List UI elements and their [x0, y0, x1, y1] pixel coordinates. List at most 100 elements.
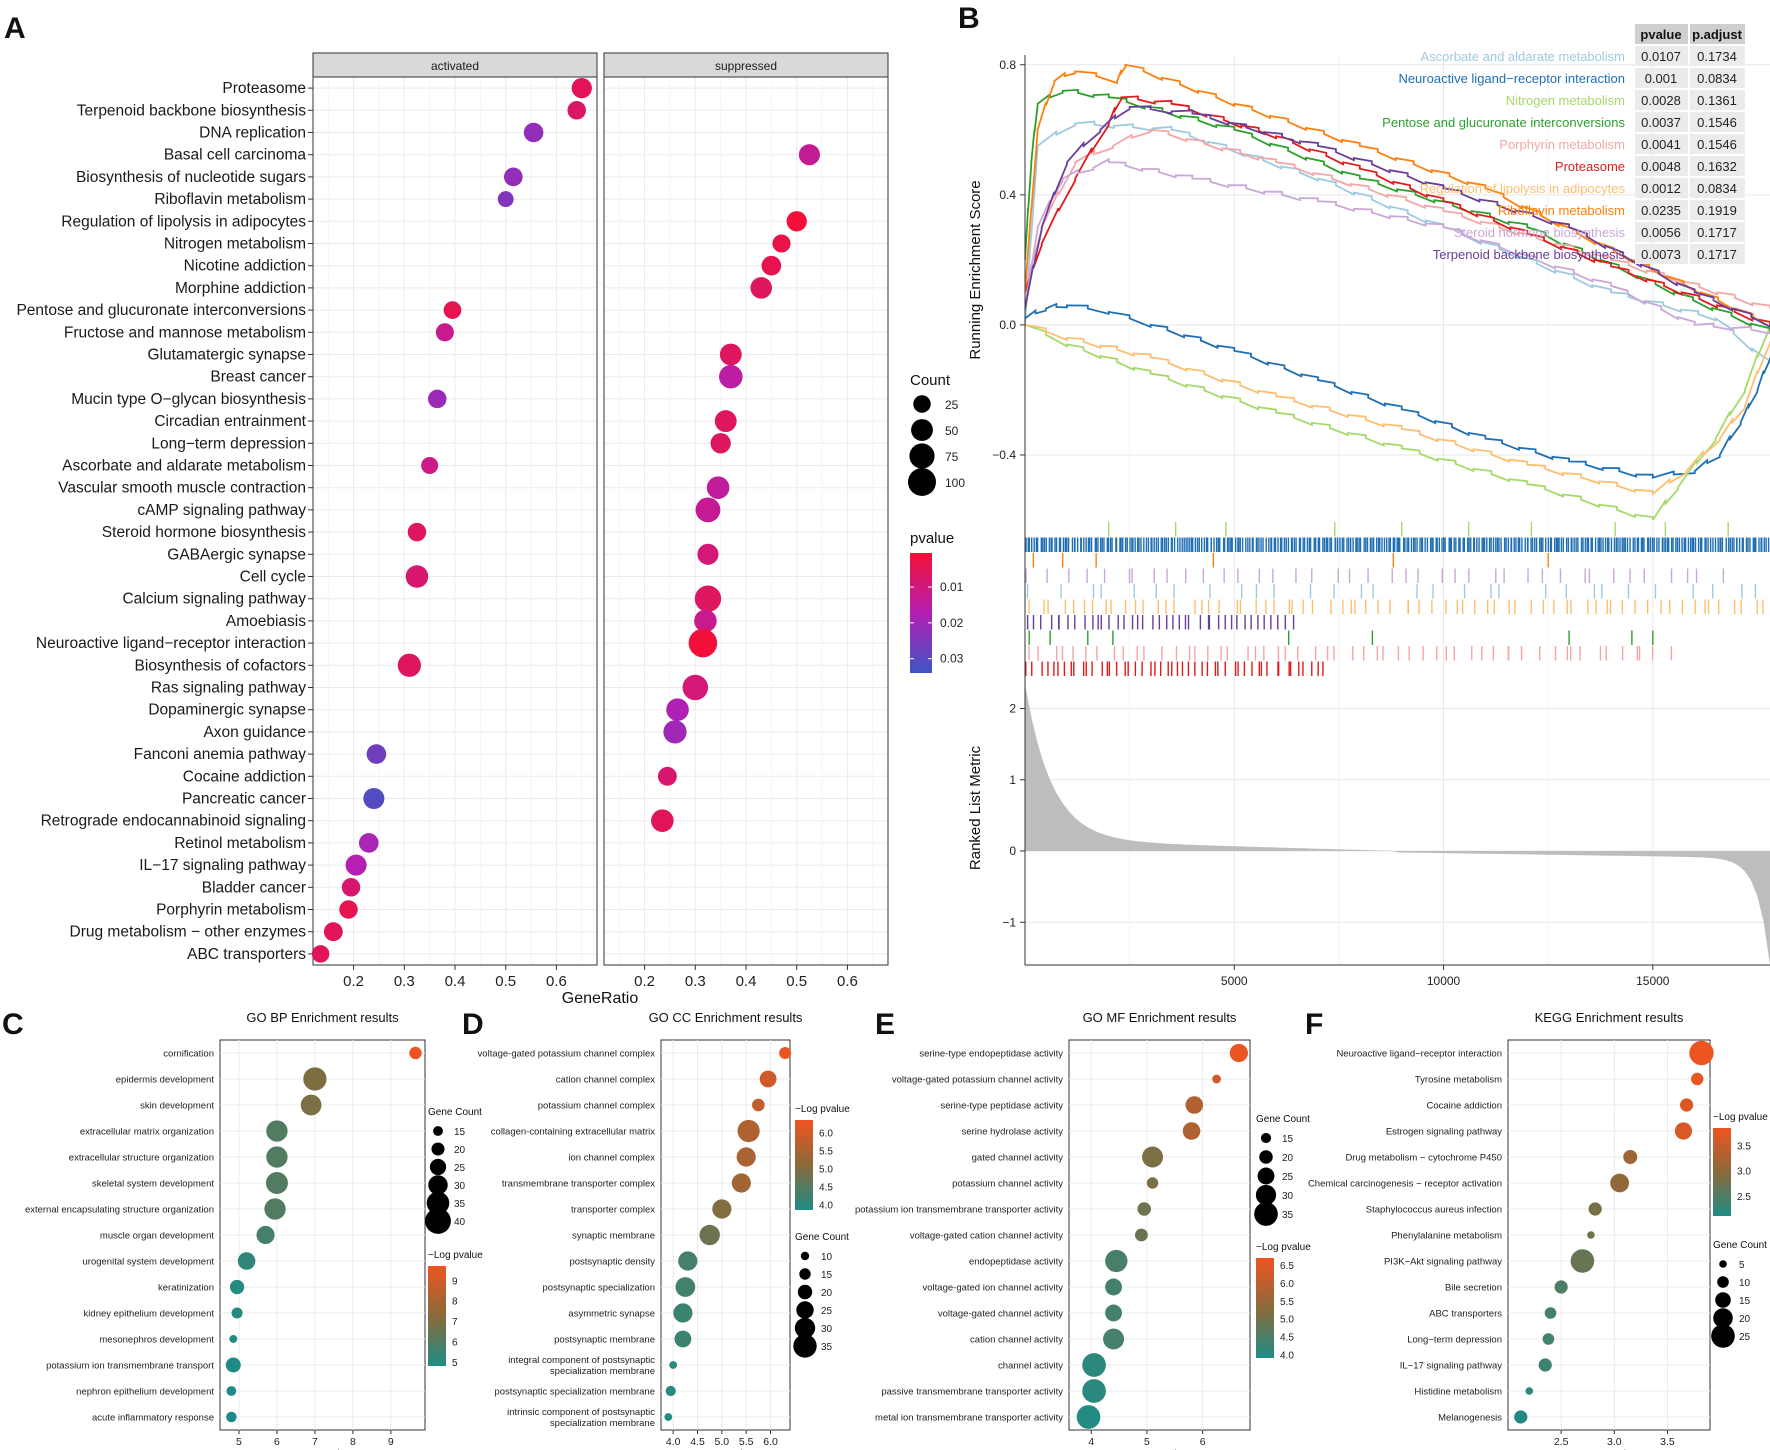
a-facet-activated: activated 0.2 0.3 0.4 0.5 0.6	[311, 52, 598, 990]
point	[664, 1413, 673, 1421]
legend-count-label: 5	[1739, 1260, 1745, 1271]
b-table-padjust: 0.1919	[1697, 203, 1737, 218]
row-label: cation channel complex	[556, 1075, 656, 1086]
a-x-tick-label: 0.5	[495, 973, 516, 990]
a-x-tick-label: 0.3	[394, 973, 415, 990]
a-row-label: Cell cycle	[240, 569, 306, 586]
b-table-pvalue: 0.0028	[1641, 93, 1681, 108]
title: KEGG Enrichment results	[1535, 1010, 1684, 1025]
legend-color-label: 5.5	[1280, 1297, 1294, 1308]
a-point	[750, 277, 772, 299]
row-label: ion channel complex	[568, 1153, 655, 1164]
panel-label-c: C	[2, 1008, 24, 1041]
b-stats-table: pvalue p.adjust Ascorbate and aldarate met…	[1382, 24, 1745, 264]
b-table-pvalue: 0.0041	[1641, 137, 1681, 152]
a-legend-pvalue-ticks: 0.01 0.02 0.03	[910, 580, 964, 666]
a-point	[407, 522, 427, 542]
point	[1623, 1150, 1638, 1164]
point	[1680, 1098, 1694, 1112]
point	[1610, 1173, 1630, 1193]
point	[759, 1070, 777, 1088]
a-row-label: Biosynthesis of nucleotide sugars	[76, 169, 306, 186]
legend-color-title: −Log pvalue	[428, 1250, 483, 1261]
a-point	[786, 211, 807, 232]
b-es-curve	[1025, 324, 1770, 520]
point	[665, 1385, 676, 1397]
a-row-label: Circadian entrainment	[154, 413, 306, 430]
a-row-label: Basal cell carcinoma	[164, 147, 307, 164]
a-point	[311, 945, 330, 963]
a-legend-count-label: 75	[945, 450, 959, 464]
b-es-curve	[1025, 95, 1770, 325]
legend-count-dot	[794, 1317, 816, 1339]
b-bottom-y-title: Ranked List Metric	[967, 745, 984, 870]
b-table-header-cell	[1635, 24, 1688, 44]
x-tick-label: 8	[350, 1436, 356, 1448]
row-label: passive transmembrane transporter activi…	[881, 1387, 1063, 1398]
b-table-cell	[1635, 134, 1688, 154]
a-point	[571, 77, 592, 99]
row-label: Histidine metabolism	[1414, 1387, 1502, 1398]
legend-count-label: 15	[1282, 1134, 1294, 1145]
a-point	[706, 476, 730, 499]
b-table-padjust: 0.0834	[1697, 71, 1737, 86]
a-point	[710, 433, 731, 454]
row-label: IL−17 signaling pathway	[1400, 1361, 1502, 1372]
legend-color-label: 4.5	[819, 1183, 833, 1194]
a-point	[363, 787, 385, 810]
a-legend-count-label: 25	[945, 398, 959, 412]
b-x-tick-label: 5000	[1221, 974, 1248, 988]
row-label: Long−term depression	[1407, 1335, 1502, 1346]
legend-count-dot	[796, 1301, 814, 1319]
a-legend-count-dot	[913, 395, 931, 413]
point	[1554, 1280, 1568, 1294]
a-point	[366, 744, 387, 764]
a-point	[657, 766, 677, 786]
a-row-label: Ras signaling pathway	[151, 680, 306, 697]
point	[1103, 1328, 1125, 1350]
x-tick-label: 6.0	[763, 1436, 778, 1448]
point	[303, 1067, 327, 1091]
point	[1137, 1202, 1151, 1216]
b-table-cell	[1690, 200, 1745, 220]
x-tick-label: 5	[1144, 1436, 1150, 1448]
legend-count-dot	[426, 1191, 450, 1215]
legend-color-bar	[1713, 1128, 1731, 1216]
a-row-label: Ascorbate and aldarate metabolism	[62, 458, 306, 475]
title: GO CC Enrichment results	[649, 1010, 803, 1025]
a-row-labels: Proteasome Terpenoid backbone biosynthesi…	[16, 80, 313, 963]
b-table-padjust: 0.0834	[1697, 181, 1737, 196]
a-row-label: IL−17 signaling pathway	[139, 857, 306, 874]
b-metric-area	[1025, 683, 1770, 965]
legend-color-label: 6.0	[819, 1129, 833, 1140]
x-tick-label: 7	[312, 1436, 318, 1448]
point	[1105, 1249, 1128, 1273]
row-label: skin development	[140, 1101, 214, 1112]
a-point	[688, 628, 718, 658]
point	[678, 1251, 698, 1271]
a-legend-count-items: 25 50 75 100	[908, 395, 965, 496]
row-label: potassium ion transmembrane transport	[46, 1361, 214, 1372]
row-label: extracellular structure organization	[69, 1153, 214, 1164]
a-point	[435, 323, 454, 342]
b-bottom-y-tick-label: −1	[1002, 915, 1016, 929]
panel-label-a: A	[4, 12, 26, 45]
a-xticks-suppressed: 0.2 0.3 0.4 0.5 0.6	[634, 965, 858, 990]
b-table-pvalue: 0.0012	[1641, 181, 1681, 196]
row-label: cation channel activity	[970, 1335, 1063, 1346]
legend-color-title: −Log pvalue	[1713, 1112, 1768, 1123]
b-table-term: Nitrogen metabolism	[1506, 93, 1625, 108]
a-point	[323, 922, 343, 942]
legend-count-label: 25	[1739, 1332, 1751, 1343]
b-xaxis: 5000 10000 15000	[1221, 965, 1670, 988]
legend-count-label: 15	[1739, 1296, 1751, 1307]
a-row-label: Terpenoid backbone biosynthesis	[77, 102, 306, 119]
row-label: serine-type peptidase activity	[940, 1101, 1063, 1112]
a-row-label: Porphyrin metabolism	[156, 902, 306, 919]
x-axis-title: −Log pvalue	[697, 1448, 755, 1450]
a-row-label: Nicotine addiction	[184, 258, 306, 275]
x-tick-label: 2.5	[1554, 1436, 1569, 1448]
a-row-label: Retrograde endocannabinoid signaling	[41, 813, 306, 830]
point	[712, 1199, 732, 1219]
